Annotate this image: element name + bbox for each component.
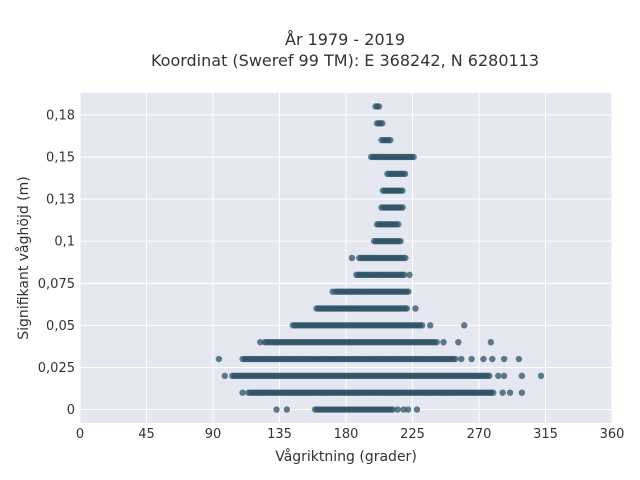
scatter-point [518,389,526,396]
scatter-point [412,305,419,312]
y-axis-ticks: 0 0,025 0,05 0,075 0,1 0,13 0,15 0,18 [38,108,75,418]
x-tick-label: 270 [467,427,492,442]
scatter-point [401,271,408,279]
scatter-point [487,338,495,346]
scatter-point [468,355,475,363]
x-tick-label: 360 [600,427,625,442]
scatter-point [221,372,229,380]
scatter-point [410,153,417,161]
x-tick-label: 0 [76,427,84,442]
scatter-point [348,254,356,262]
scatter-point [419,322,426,329]
y-tick-label: 0,18 [46,108,75,123]
chart-title-line-2: Koordinat (Sweref 99 TM): E 368242, N 62… [151,51,539,70]
scatter-point [537,372,545,380]
scatter-point [329,288,336,295]
x-tick-label: 135 [267,427,292,442]
scatter-point [397,237,404,245]
scatter-point [389,406,397,413]
scatter-point [375,103,383,110]
scatter-point [500,355,508,363]
scatter-point [403,305,411,312]
scatter-point [489,355,496,363]
x-tick-label: 45 [138,427,155,442]
scatter-point [461,322,468,329]
y-tick-label: 0,075 [38,277,75,292]
scatter-point [401,170,409,178]
scatter-point [433,338,440,346]
scatter-point [458,355,465,363]
y-tick-label: 0 [67,403,75,418]
scatter-point [257,338,264,346]
scatter-point [413,406,421,413]
scatter-point [399,204,406,211]
scatter-point [404,406,412,413]
y-tick-label: 0,15 [46,150,75,165]
scatter-point [387,136,394,144]
y-axis-label: Signifikant våghöjd (m) [15,176,32,339]
scatter-point [400,406,407,413]
scatter-point [480,355,487,363]
scatter-point [440,338,447,346]
scatter-point [399,187,406,194]
y-tick-label: 0,1 [54,235,75,250]
scatter-point [506,389,514,396]
scatter-point [405,288,412,295]
scatter-point [500,372,508,380]
scatter-point [499,389,506,396]
scatter-point [394,406,401,413]
y-tick-label: 0,05 [46,319,75,334]
scatter-point [379,120,386,127]
y-tick-label: 0,13 [46,193,75,208]
scatter-point [215,355,223,363]
y-tick-label: 0,025 [38,361,75,376]
scatter-point [486,372,493,380]
scatter-point [402,254,409,262]
scatter-point [452,355,459,363]
x-tick-label: 315 [533,427,558,442]
x-axis-label: Vågriktning (grader) [275,448,417,465]
scatter-point [283,406,291,413]
chart-title-line-1: År 1979 - 2019 [285,30,405,49]
scatter-point [518,372,526,380]
x-tick-label: 90 [205,427,222,442]
scatter-point [395,221,402,228]
scatter-point [239,389,246,396]
x-tick-label: 225 [400,427,425,442]
x-tick-label: 180 [334,427,359,442]
scatter-point [515,355,523,363]
scatter-point [406,271,413,279]
scatter-point [489,389,497,396]
scatter-point [273,406,280,413]
scatter-point [455,338,462,346]
scatter-point [427,322,434,329]
scatter-points [215,103,545,413]
scatter-point [495,372,502,380]
x-axis-ticks: 0 45 90 135 180 225 270 315 360 [76,427,625,442]
